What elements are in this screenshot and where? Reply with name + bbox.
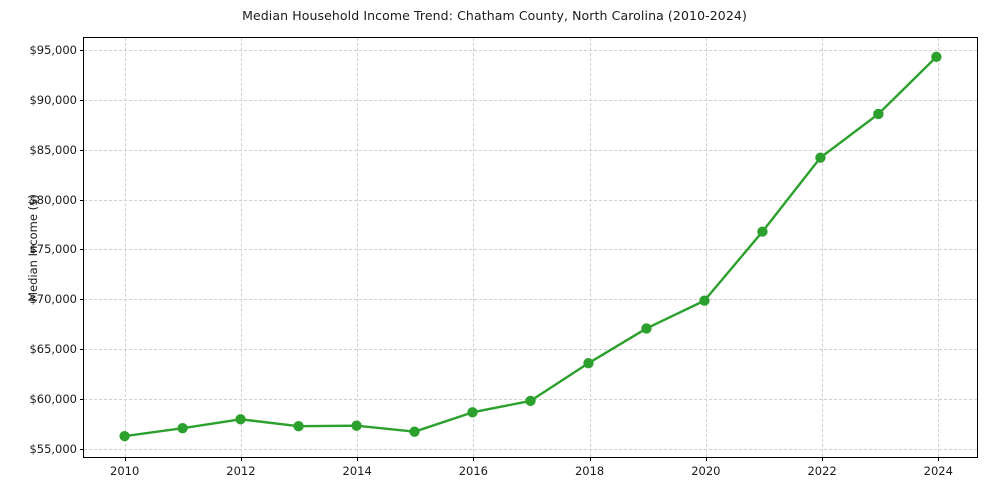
x-tick-label: 2020 [691, 464, 721, 478]
data-point-marker: 2021: $76,700 [757, 226, 768, 237]
gridline-horizontal [84, 349, 977, 351]
gridline-vertical [705, 38, 707, 457]
gridline-vertical [589, 38, 591, 457]
data-point-marker: 2020: $69,750 [699, 295, 710, 306]
gridline-horizontal [84, 149, 977, 151]
x-tick-mark [938, 457, 940, 461]
plot-area: $55,000 $60,000 $65,000 $70,000 $75,000 $80,0… [29, 37, 978, 478]
y-tick-label: $60,000 [29, 392, 77, 407]
x-tick-label: 2016 [458, 464, 489, 478]
data-point-marker: 2014: $57,150 [351, 420, 362, 431]
data-point-marker: 2024: $94,300 [931, 51, 942, 63]
data-point-marker: 2010: $56,100 [119, 430, 130, 442]
x-tick-mark [473, 457, 475, 461]
y-tick-label: $80,000 [29, 192, 77, 207]
y-tick-mark [80, 99, 84, 101]
gridline-horizontal [84, 199, 977, 201]
y-tick-mark [80, 249, 84, 251]
y-tick-mark [80, 49, 84, 51]
x-tick-label: 2018 [574, 464, 605, 478]
chart-title: Median Household Income Trend: Chatham C… [242, 8, 747, 23]
data-point-marker: 2022: $84,150 [815, 152, 826, 163]
gridline-vertical [357, 38, 359, 457]
y-tick-label: $90,000 [29, 92, 77, 107]
gridline-vertical [473, 38, 475, 457]
x-tick-label: 2010 [110, 464, 140, 478]
x-tick-mark [589, 457, 591, 461]
data-point-marker: 2011: $56,900 [177, 423, 188, 434]
data-point-marker: 2018: $63,450 [583, 357, 594, 369]
y-tick-label: $70,000 [29, 292, 77, 307]
y-tick-mark [80, 349, 84, 351]
y-tick-label: $55,000 [29, 442, 77, 457]
y-tick-label: $75,000 [29, 242, 77, 257]
x-tick-mark [240, 457, 242, 461]
y-tick-mark [80, 199, 84, 201]
data-point-marker: 2013: $57,100 [293, 421, 304, 432]
y-tick-label: $95,000 [29, 42, 77, 57]
data-point-marker: 2015: $56,550 [409, 426, 420, 437]
gridline-vertical [822, 38, 824, 457]
x-tick-label: 2014 [342, 464, 372, 478]
gridline-horizontal [84, 299, 977, 301]
data-point-marker: 2016: $58,500 [467, 407, 478, 418]
x-tick-label: 2024 [923, 464, 953, 478]
gridline-horizontal [84, 249, 977, 251]
gridline-vertical [124, 38, 126, 457]
data-point-marker: 2012: $57,800 [235, 414, 246, 425]
y-tick-label: $85,000 [29, 142, 77, 157]
x-tick-label: 2022 [807, 464, 837, 478]
gridline-vertical [938, 38, 940, 457]
gridline-vertical [240, 38, 242, 457]
x-tick-label: 2012 [226, 464, 256, 478]
y-tick-label: $65,000 [29, 342, 77, 357]
data-point-marker: 2019: $66,950 [641, 323, 652, 334]
y-tick-mark [80, 149, 84, 151]
x-tick-mark [124, 457, 126, 461]
income-line-series: 2010: $56,100 2011: $56,900 2012: $57,800 2… [119, 51, 942, 442]
x-tick-mark [357, 457, 359, 461]
x-tick-mark [822, 457, 824, 461]
data-point-marker: 2023: $88,550 [873, 108, 884, 120]
data-point-marker: 2017: $59,650 [525, 395, 536, 407]
x-tick-mark [705, 457, 707, 461]
y-tick-mark [80, 399, 84, 401]
y-tick-mark [80, 299, 84, 301]
gridline-horizontal [84, 449, 977, 451]
series-line [123, 55, 938, 438]
y-tick-mark [80, 449, 84, 451]
gridline-horizontal [84, 49, 977, 51]
gridline-horizontal [84, 99, 977, 101]
